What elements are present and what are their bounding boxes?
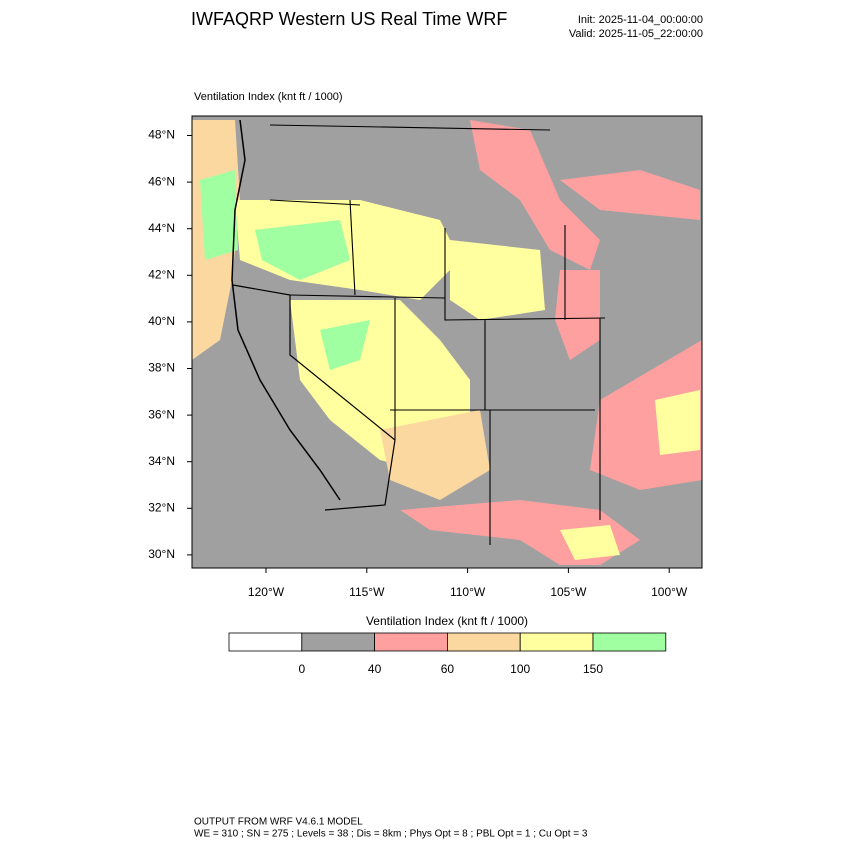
lat-label: 46°N xyxy=(148,174,175,188)
field-area xyxy=(320,320,370,370)
field-area xyxy=(450,240,545,320)
colorbar-label: 0 xyxy=(298,662,305,676)
colorbar-label: 60 xyxy=(441,662,455,676)
lat-label: 32°N xyxy=(148,500,175,514)
footer-line: WE = 310 ; SN = 275 ; Levels = 38 ; Dis … xyxy=(194,829,588,840)
lon-label: 105°W xyxy=(550,585,587,599)
lat-label: 44°N xyxy=(148,221,175,235)
init-time: Init: 2025-11-04_00:00:00 xyxy=(578,14,703,26)
field-area xyxy=(560,525,620,560)
colorbar-title: Ventilation Index (knt ft / 1000) xyxy=(366,614,528,628)
lon-label: 115°W xyxy=(349,585,385,599)
lon-labels: 120°W 115°W 110°W 105°W 100°W xyxy=(248,568,688,599)
colorbar-box xyxy=(519,632,594,652)
field-area xyxy=(380,410,490,500)
lon-label: 110°W xyxy=(450,585,486,599)
field-area xyxy=(655,390,700,455)
field-area xyxy=(560,170,700,220)
colorbar: 0 40 60 100 150 xyxy=(228,632,667,676)
state-border xyxy=(232,284,396,511)
lat-label: 40°N xyxy=(148,314,175,328)
map-label: Ventilation Index (knt ft / 1000) xyxy=(194,91,343,103)
lat-label: 34°N xyxy=(148,454,175,468)
lon-label: 120°W xyxy=(248,585,285,599)
field-area xyxy=(200,170,238,260)
field-area xyxy=(255,220,350,280)
colorbar-box xyxy=(446,632,521,652)
map-frame xyxy=(191,115,703,569)
field-area xyxy=(470,120,600,270)
colorbar-label: 150 xyxy=(583,662,603,676)
colorbar-box xyxy=(592,632,667,652)
lat-label: 48°N xyxy=(148,128,175,142)
coastline xyxy=(231,119,341,501)
colorbar-box xyxy=(301,632,375,652)
valid-time: Valid: 2025-11-05_22:00:00 xyxy=(569,28,703,40)
colorbar-label: 100 xyxy=(510,662,530,676)
colorbar-box xyxy=(374,632,448,652)
colorbar-box xyxy=(228,632,303,652)
state-border xyxy=(269,124,606,545)
lon-label: 100°W xyxy=(651,585,688,599)
colorbar-label: 40 xyxy=(368,662,382,676)
lat-labels: 48°N 46°N 44°N 42°N 40°N 38°N 36°N 34°N 32°N 30°N xyxy=(148,128,192,561)
field-area xyxy=(555,270,600,360)
footer-line: OUTPUT FROM WRF V4.6.1 MODEL xyxy=(194,817,363,828)
title: IWFAQRP Western US Real Time WRF xyxy=(191,9,507,29)
lat-label: 42°N xyxy=(148,267,175,281)
lat-label: 30°N xyxy=(148,547,175,561)
lat-label: 36°N xyxy=(148,407,175,421)
map xyxy=(191,115,703,569)
lat-label: 38°N xyxy=(148,361,175,375)
